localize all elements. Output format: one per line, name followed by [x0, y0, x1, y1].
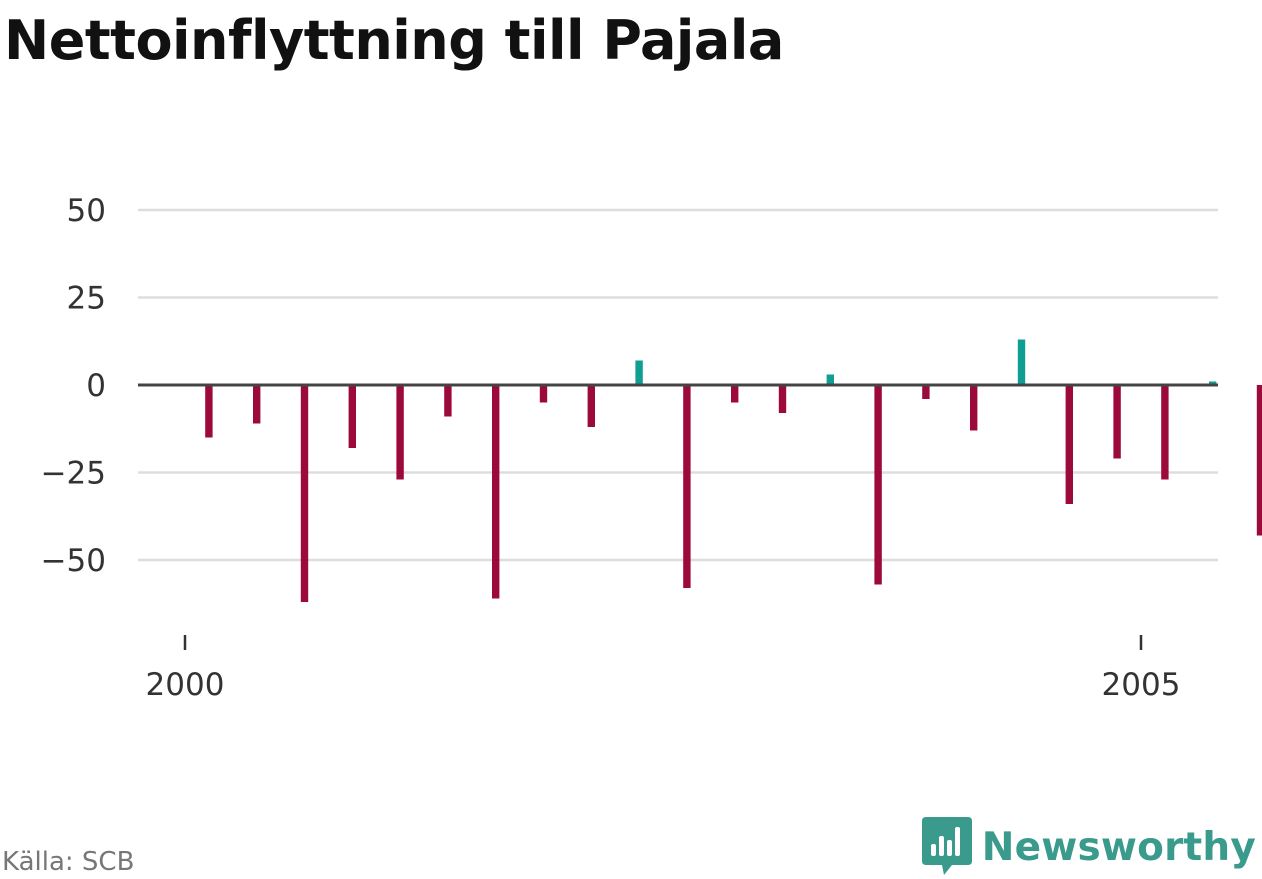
- bar: [444, 385, 452, 417]
- bar: [1256, 385, 1262, 536]
- bar: [1017, 339, 1026, 385]
- bar: [587, 385, 595, 427]
- chart-title: Nettoinflyttning till Pajala: [4, 9, 784, 72]
- bar: [300, 385, 309, 602]
- bar: [778, 385, 787, 413]
- bar: [731, 385, 739, 403]
- bar: [539, 385, 548, 403]
- y-tick-label: 0: [86, 368, 106, 404]
- bar: [683, 385, 691, 588]
- bar: [826, 374, 834, 385]
- bar: [635, 360, 643, 385]
- y-tick-label: 25: [67, 281, 106, 317]
- newsworthy-logo: Newsworthy: [921, 817, 1256, 877]
- bar: [1065, 385, 1073, 504]
- gridlines: [138, 208, 1218, 562]
- newsworthy-bar-chart-icon: [921, 817, 972, 875]
- bar: [1113, 385, 1121, 459]
- bar: [348, 385, 356, 448]
- bar: [1161, 385, 1169, 480]
- bar: [492, 385, 500, 599]
- bars: [205, 339, 1262, 602]
- bar: [1209, 381, 1217, 385]
- x-tick-label: 2005: [1102, 667, 1181, 703]
- bar: [253, 385, 261, 424]
- logo-text: Newsworthy: [981, 824, 1256, 870]
- y-tick-label: −25: [41, 456, 106, 492]
- bar: [396, 385, 404, 480]
- y-tick-label: 50: [67, 193, 106, 229]
- bar: [205, 385, 213, 438]
- bar: [874, 385, 882, 585]
- y-tick-label: −50: [41, 543, 106, 579]
- bar: [922, 385, 930, 399]
- x-tick-label: 2000: [146, 667, 225, 703]
- source-label: Källa: SCB: [2, 847, 135, 877]
- bar: [970, 385, 978, 431]
